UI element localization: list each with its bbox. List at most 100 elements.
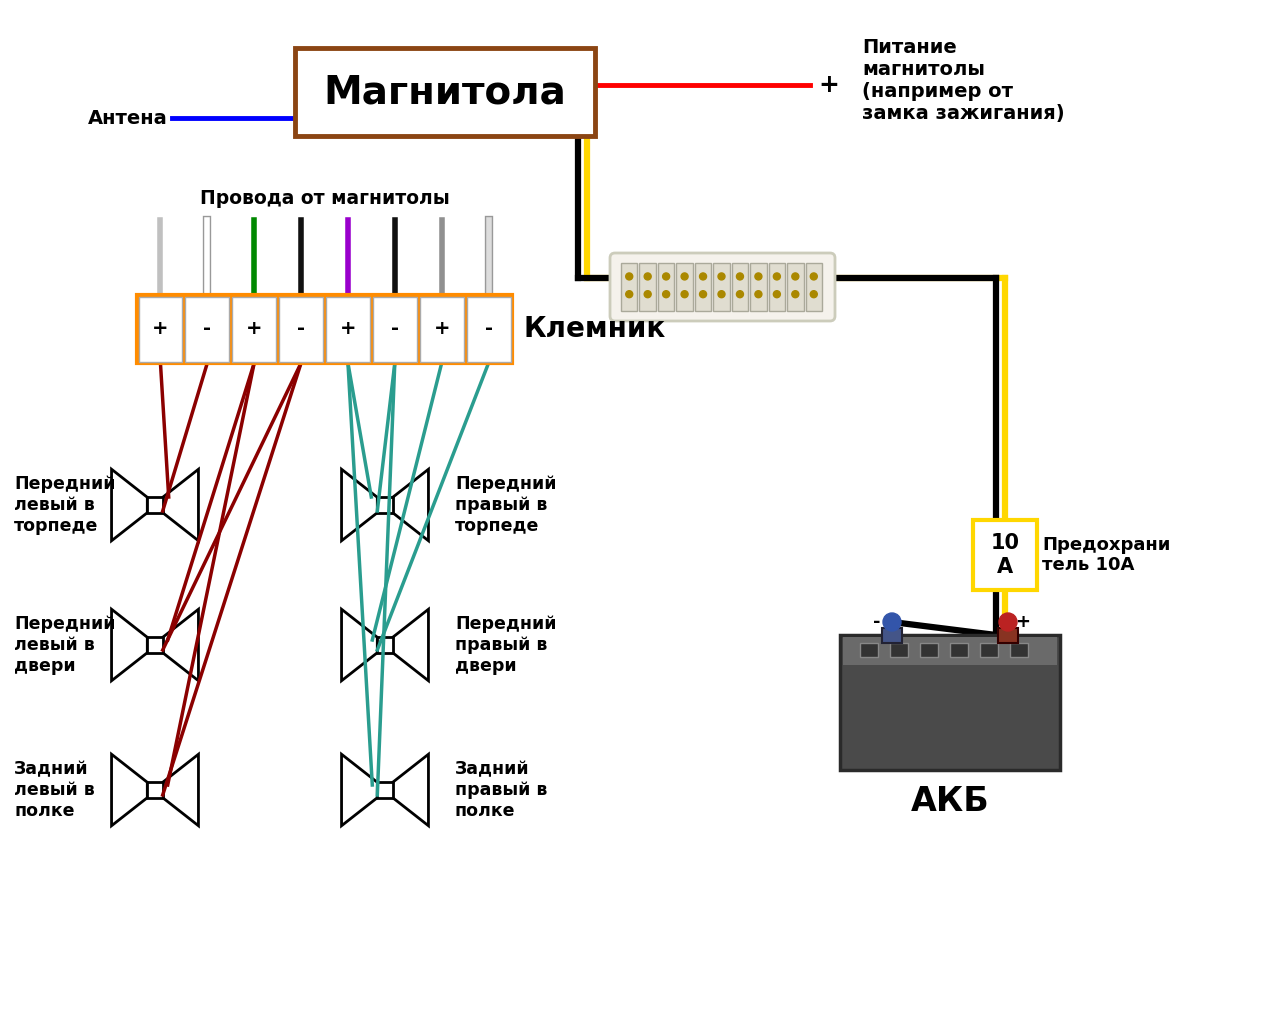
Text: Питание
магнитолы
(например от
замка зажигания): Питание магнитолы (например от замка заж… bbox=[861, 38, 1065, 123]
Text: Задний
правый в
полке: Задний правый в полке bbox=[454, 760, 548, 820]
Text: +: + bbox=[818, 73, 838, 97]
Text: 10
А: 10 А bbox=[991, 534, 1019, 577]
Polygon shape bbox=[342, 609, 378, 681]
Bar bbox=[621, 263, 637, 311]
Bar bbox=[138, 297, 182, 361]
Bar bbox=[372, 297, 417, 361]
Circle shape bbox=[773, 291, 781, 298]
Text: Предохрани
тель 10А: Предохрани тель 10А bbox=[1042, 536, 1170, 574]
Bar bbox=[860, 643, 878, 657]
Bar bbox=[768, 263, 785, 311]
Bar bbox=[378, 637, 393, 652]
FancyBboxPatch shape bbox=[611, 253, 835, 321]
Bar bbox=[147, 782, 163, 798]
Circle shape bbox=[626, 273, 632, 280]
Text: +: + bbox=[152, 319, 169, 339]
Circle shape bbox=[998, 613, 1018, 631]
Bar bbox=[467, 297, 511, 361]
Circle shape bbox=[681, 273, 689, 280]
Text: Клемник: Клемник bbox=[524, 315, 667, 343]
Circle shape bbox=[663, 273, 669, 280]
Bar bbox=[787, 263, 804, 311]
Bar bbox=[147, 498, 163, 513]
Polygon shape bbox=[111, 755, 147, 825]
Bar bbox=[137, 295, 512, 362]
Circle shape bbox=[644, 291, 652, 298]
Text: Антена: Антена bbox=[88, 109, 168, 128]
Bar bbox=[1010, 643, 1028, 657]
Circle shape bbox=[773, 273, 781, 280]
Circle shape bbox=[718, 273, 724, 280]
Bar bbox=[326, 297, 370, 361]
Circle shape bbox=[626, 291, 632, 298]
Bar bbox=[840, 635, 1060, 770]
Text: -: - bbox=[204, 319, 211, 339]
Bar bbox=[378, 498, 393, 513]
Polygon shape bbox=[163, 469, 198, 541]
Bar bbox=[232, 297, 276, 361]
Bar bbox=[676, 263, 692, 311]
Circle shape bbox=[663, 291, 669, 298]
Bar bbox=[147, 637, 163, 652]
Polygon shape bbox=[163, 755, 198, 825]
Bar bbox=[998, 628, 1018, 643]
Text: -: - bbox=[485, 319, 493, 339]
Bar bbox=[186, 297, 229, 361]
Bar bbox=[950, 643, 968, 657]
Circle shape bbox=[755, 273, 762, 280]
Text: -: - bbox=[873, 613, 881, 631]
Text: -: - bbox=[390, 319, 399, 339]
Text: +: + bbox=[339, 319, 356, 339]
Circle shape bbox=[792, 291, 799, 298]
Circle shape bbox=[792, 273, 799, 280]
Polygon shape bbox=[163, 609, 198, 681]
Text: АКБ: АКБ bbox=[910, 785, 989, 818]
Circle shape bbox=[736, 291, 744, 298]
Text: Провода от магнитолы: Провода от магнитолы bbox=[200, 188, 449, 208]
Bar bbox=[279, 297, 323, 361]
Text: -: - bbox=[297, 319, 305, 339]
Circle shape bbox=[718, 291, 724, 298]
Polygon shape bbox=[111, 469, 147, 541]
Bar bbox=[882, 628, 902, 643]
Bar bbox=[890, 643, 908, 657]
Bar bbox=[973, 520, 1037, 590]
Text: Передний
левый в
двери: Передний левый в двери bbox=[14, 615, 115, 675]
Circle shape bbox=[736, 273, 744, 280]
Bar bbox=[294, 48, 595, 136]
Bar bbox=[750, 263, 767, 311]
Bar bbox=[920, 643, 938, 657]
Text: +: + bbox=[434, 319, 451, 339]
Circle shape bbox=[810, 291, 817, 298]
Bar bbox=[640, 263, 655, 311]
Bar bbox=[658, 263, 675, 311]
Text: Передний
правый в
торпеде: Передний правый в торпеде bbox=[454, 475, 557, 535]
Polygon shape bbox=[111, 609, 147, 681]
Bar bbox=[732, 263, 749, 311]
Circle shape bbox=[681, 291, 689, 298]
Circle shape bbox=[755, 291, 762, 298]
Bar bbox=[378, 782, 393, 798]
Polygon shape bbox=[342, 469, 378, 541]
Polygon shape bbox=[393, 755, 429, 825]
Bar bbox=[980, 643, 998, 657]
Bar bbox=[805, 263, 822, 311]
Text: Передний
правый в
двери: Передний правый в двери bbox=[454, 615, 557, 675]
Text: +: + bbox=[246, 319, 262, 339]
Circle shape bbox=[883, 613, 901, 631]
Circle shape bbox=[700, 273, 707, 280]
Text: Задний
левый в
полке: Задний левый в полке bbox=[14, 760, 95, 820]
Text: Магнитола: Магнитола bbox=[324, 73, 566, 111]
Circle shape bbox=[810, 273, 817, 280]
Text: Передний
левый в
торпеде: Передний левый в торпеде bbox=[14, 475, 115, 535]
Circle shape bbox=[700, 291, 707, 298]
Circle shape bbox=[644, 273, 652, 280]
Bar bbox=[420, 297, 463, 361]
Polygon shape bbox=[393, 469, 429, 541]
Polygon shape bbox=[342, 755, 378, 825]
Text: +: + bbox=[1015, 613, 1030, 631]
Bar bbox=[695, 263, 712, 311]
Polygon shape bbox=[393, 609, 429, 681]
Bar bbox=[844, 637, 1057, 665]
Bar bbox=[713, 263, 730, 311]
